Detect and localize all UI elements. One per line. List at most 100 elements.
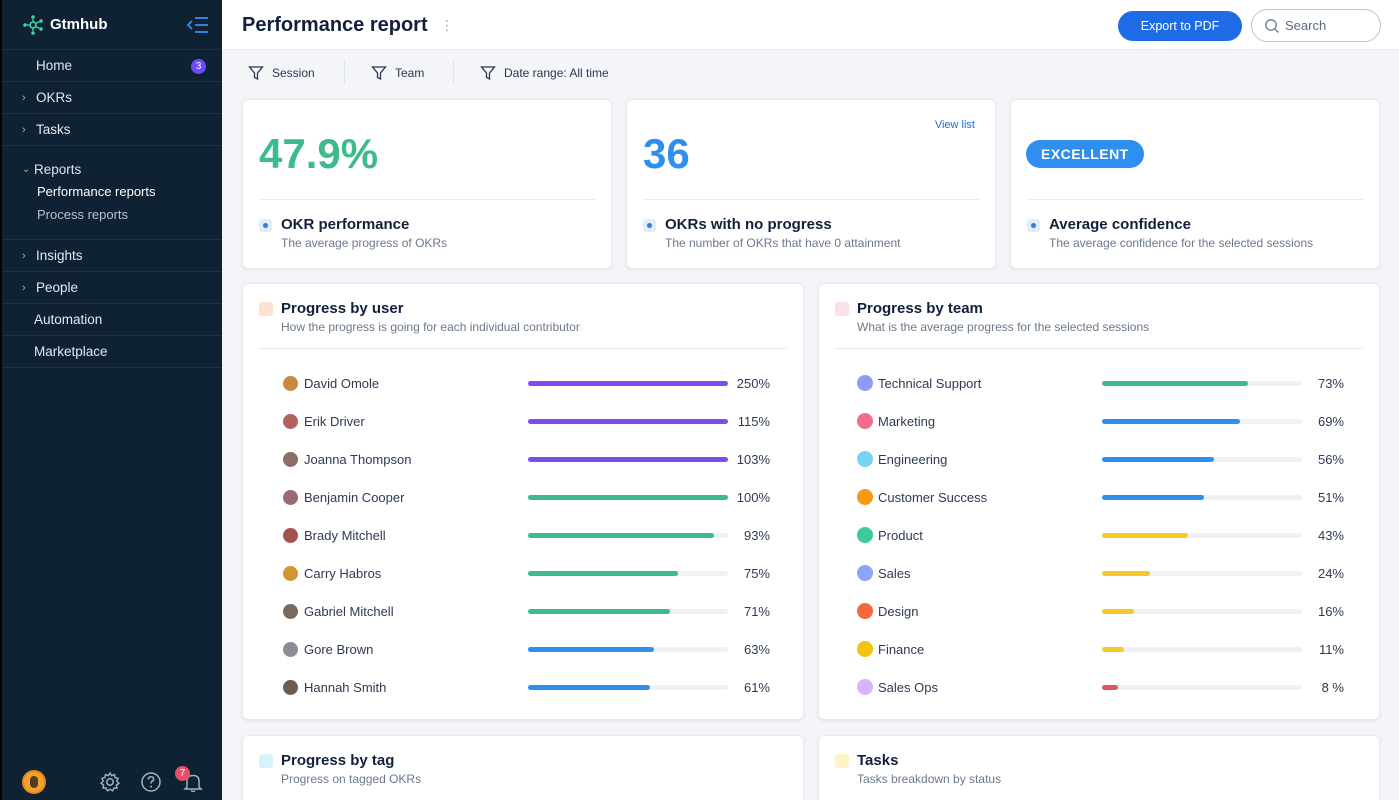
avatar	[283, 490, 298, 505]
sidebar-subitem-performance-reports[interactable]: Performance reports	[37, 184, 156, 199]
sidebar-item-okrs[interactable]: › OKRs	[2, 82, 222, 114]
team-name: Customer Success	[878, 490, 988, 505]
filter-divider	[344, 60, 345, 84]
filter-bar: Session Team Date range: All time	[222, 50, 1399, 94]
team-progress-row[interactable]: Product 43%	[819, 525, 1379, 545]
avatar	[283, 414, 298, 429]
sidebar-subitem-process-reports[interactable]: Process reports	[37, 207, 129, 222]
progress-bar-fill	[1102, 685, 1118, 690]
kpi-subtitle: The average confidence for the selected …	[1049, 236, 1314, 250]
more-options-icon[interactable]: ⋮	[440, 17, 454, 33]
progress-bar	[1102, 571, 1302, 576]
sidebar-item-home[interactable]: Home 3	[2, 50, 222, 82]
team-name: Engineering	[878, 452, 948, 467]
kpi-card-okr-performance: 47.9% OKR performance The average progre…	[242, 99, 612, 269]
team-name: Product	[878, 528, 923, 543]
progress-bar	[1102, 647, 1302, 652]
avatar	[283, 604, 298, 619]
kpi-value: 36	[643, 130, 690, 177]
filter-date-range[interactable]: Date range: All time	[480, 64, 609, 82]
team-progress-row[interactable]: Sales 24%	[819, 563, 1379, 583]
sidebar-item-reports[interactable]: ⌄ Reports	[2, 160, 222, 178]
user-name: Benjamin Cooper	[304, 490, 405, 505]
team-progress-row[interactable]: Engineering 56%	[819, 449, 1379, 469]
progress-bar-fill	[528, 495, 728, 500]
chevron-right-icon: ›	[22, 249, 26, 262]
filter-team[interactable]: Team	[371, 64, 424, 82]
progress-percentage: 100%	[736, 490, 770, 505]
user-avatar[interactable]	[22, 770, 46, 794]
progress-bar-fill	[1102, 609, 1134, 614]
chevron-right-icon: ›	[22, 123, 26, 136]
user-progress-row[interactable]: Gore Brown 63%	[243, 639, 803, 659]
sidebar: Gtmhub Home 3 › OKRs › Tasks ⌄ Reports P…	[0, 0, 222, 800]
collapse-sidebar-icon[interactable]	[186, 15, 210, 35]
progress-bar	[528, 571, 728, 576]
brand-name: Gtmhub	[50, 16, 108, 33]
progress-bar-fill	[528, 381, 728, 386]
progress-bar	[1102, 381, 1302, 386]
team-progress-row[interactable]: Sales Ops 8 %	[819, 677, 1379, 697]
user-name: David Omole	[304, 376, 380, 391]
filter-label: Session	[272, 66, 315, 80]
user-name: Brady Mitchell	[304, 528, 386, 543]
avatar	[283, 528, 298, 543]
kpi-value: 47.9%	[259, 130, 379, 177]
filter-label: Date range: All time	[504, 66, 609, 80]
sidebar-item-automation[interactable]: Automation	[2, 304, 222, 336]
user-progress-row[interactable]: Joanna Thompson 103%	[243, 449, 803, 469]
kpi-title: OKR performance	[281, 216, 410, 233]
progress-percentage: 63%	[743, 642, 770, 657]
team-progress-row[interactable]: Technical Support 73%	[819, 373, 1379, 393]
progress-percentage: 75%	[743, 566, 770, 581]
progress-by-user-card: Progress by user How the progress is goi…	[242, 283, 804, 720]
progress-bar-fill	[528, 533, 714, 538]
user-progress-row[interactable]: Gabriel Mitchell 71%	[243, 601, 803, 621]
team-name: Sales Ops	[878, 680, 938, 695]
progress-percentage: 8 %	[1321, 680, 1344, 695]
team-name: Sales	[878, 566, 911, 581]
progress-percentage: 73%	[1317, 376, 1344, 391]
export-to-pdf-button[interactable]: Export to PDF	[1118, 11, 1242, 41]
section-title: Progress by user	[281, 300, 404, 317]
user-progress-row[interactable]: Erik Driver 115%	[243, 411, 803, 431]
progress-bar-fill	[1102, 533, 1188, 538]
filter-session[interactable]: Session	[248, 64, 315, 82]
team-color-dot	[857, 489, 873, 505]
search-input[interactable]: Search	[1251, 9, 1381, 42]
progress-percentage: 51%	[1317, 490, 1344, 505]
sidebar-item-people[interactable]: › People	[2, 272, 222, 304]
user-progress-row[interactable]: Hannah Smith 61%	[243, 677, 803, 697]
team-name: Marketing	[878, 414, 936, 429]
sidebar-item-insights[interactable]: › Insights	[2, 240, 222, 272]
user-progress-row[interactable]: Carry Habros 75%	[243, 563, 803, 583]
progress-bar	[528, 609, 728, 614]
help-icon[interactable]	[140, 771, 162, 793]
team-progress-row[interactable]: Design 16%	[819, 601, 1379, 621]
team-color-dot	[857, 527, 873, 543]
progress-bar	[528, 533, 728, 538]
filter-divider	[453, 60, 454, 84]
user-name: Gore Brown	[304, 642, 374, 657]
filter-icon	[371, 66, 387, 81]
sidebar-item-tasks[interactable]: › Tasks	[2, 114, 222, 146]
sidebar-item-marketplace[interactable]: Marketplace	[2, 336, 222, 368]
gear-icon[interactable]	[99, 771, 121, 793]
progress-percentage: 61%	[743, 680, 770, 695]
sidebar-group-reports: ⌄ Reports Performance reports Process re…	[2, 146, 222, 240]
brand[interactable]: Gtmhub	[2, 0, 222, 50]
filter-icon	[480, 66, 496, 81]
progress-bar	[528, 419, 728, 424]
team-progress-row[interactable]: Finance 11%	[819, 639, 1379, 659]
user-progress-row[interactable]: Brady Mitchell 93%	[243, 525, 803, 545]
progress-by-tag-card: Progress by tag Progress on tagged OKRs	[242, 735, 804, 800]
divider	[1026, 199, 1364, 200]
team-progress-row[interactable]: Customer Success 51%	[819, 487, 1379, 507]
team-progress-row[interactable]: Marketing 69%	[819, 411, 1379, 431]
user-progress-row[interactable]: Benjamin Cooper 100%	[243, 487, 803, 507]
user-progress-row[interactable]: David Omole 250%	[243, 373, 803, 393]
view-list-link[interactable]: View list	[934, 119, 975, 131]
section-title: Progress by team	[857, 300, 983, 317]
filter-icon	[248, 66, 264, 81]
home-count-badge: 3	[191, 59, 206, 74]
